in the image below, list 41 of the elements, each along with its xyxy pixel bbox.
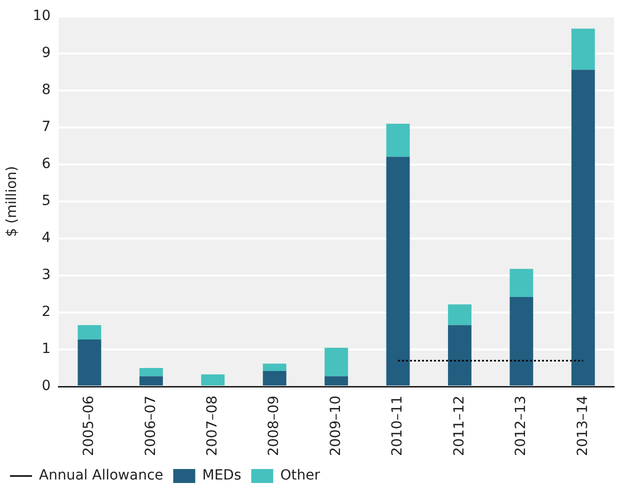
bar: [201, 374, 225, 386]
x-tick-label: 2008–09: [266, 396, 282, 456]
x-tick-label: 2010–11: [390, 396, 406, 456]
x-tick-label: 2007–08: [204, 396, 221, 456]
bar: [262, 364, 286, 372]
x-tick-label: 2012–13: [513, 396, 530, 456]
bar: [262, 371, 286, 386]
bar: [324, 376, 348, 386]
x-tick-label: 2013–14: [574, 395, 591, 456]
y-tick-label: 6: [42, 156, 51, 172]
y-tick-label: 5: [42, 193, 51, 210]
legend-label: MEDs: [202, 468, 242, 484]
y-tick-label: 2: [42, 304, 51, 320]
bar: [571, 28, 595, 70]
y-tick-label: 9: [42, 45, 51, 62]
y-tick-label: 7: [42, 119, 51, 136]
x-tick-label: 2005–06: [81, 395, 98, 456]
x-tick-label: 2011–12: [451, 396, 468, 456]
legend-label: Annual Allowance: [39, 468, 164, 484]
bar: [324, 348, 348, 376]
bar: [78, 325, 102, 340]
y-tick-label: 1: [42, 341, 51, 358]
y-tick-label: 4: [42, 230, 51, 246]
bar: [448, 304, 472, 326]
bar: [386, 156, 410, 386]
y-tick-label: 3: [42, 267, 51, 284]
x-tick-label: 2006–07: [142, 396, 159, 456]
legend-label: Other: [280, 468, 320, 484]
y-tick-label: 8: [42, 82, 51, 98]
y-tick-label: 10: [32, 8, 51, 24]
bar: [139, 368, 163, 376]
bar: [510, 296, 534, 386]
bar: [510, 268, 534, 297]
y-tick-label: 0: [42, 378, 51, 394]
bar: [139, 376, 163, 386]
bar: [448, 325, 472, 386]
bar: [571, 70, 595, 386]
y-axis-title: $ (million): [4, 166, 20, 237]
x-tick-label: 2009–10: [328, 396, 344, 456]
bar: [386, 124, 410, 157]
bar: [78, 340, 102, 386]
